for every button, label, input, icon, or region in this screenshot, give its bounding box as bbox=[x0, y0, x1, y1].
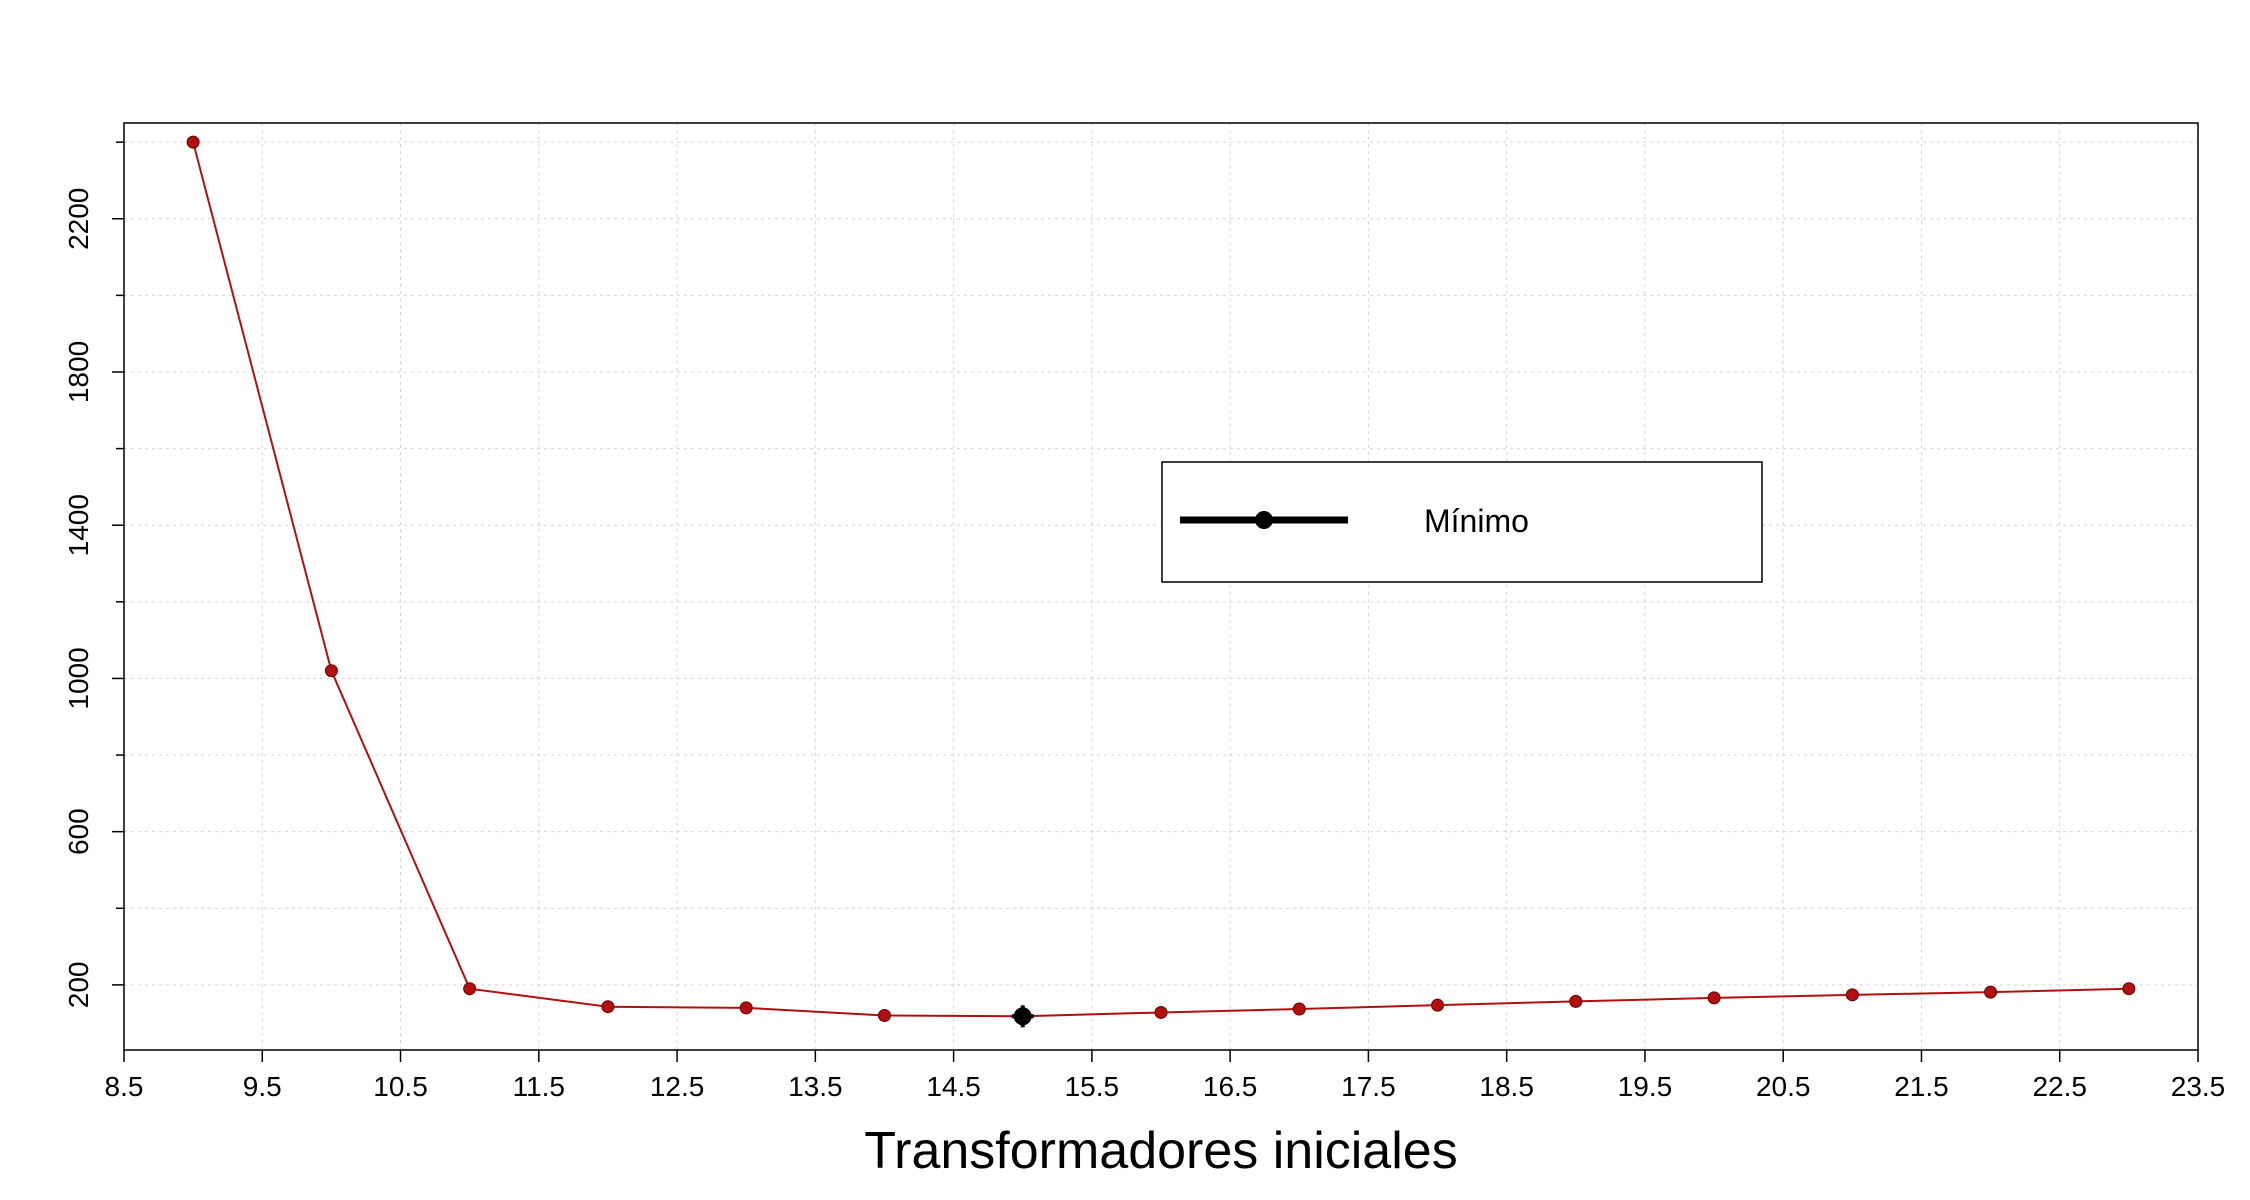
x-tick-label: 22.5 bbox=[2032, 1071, 2087, 1102]
series bbox=[186, 135, 2136, 1028]
y-tick-label: 1000 bbox=[63, 647, 94, 709]
legend: Mínimo bbox=[1161, 461, 1763, 583]
data-point bbox=[1845, 988, 1859, 1002]
x-axis-title: Transformadores iniciales bbox=[864, 1122, 1457, 1180]
x-tick-label: 17.5 bbox=[1341, 1071, 1396, 1102]
plot-frame bbox=[123, 122, 2199, 1051]
x-tick-label: 13.5 bbox=[788, 1071, 843, 1102]
y-tick-label: 1400 bbox=[63, 494, 94, 556]
data-point bbox=[1431, 998, 1445, 1012]
x-tick-label: 23.5 bbox=[2171, 1071, 2226, 1102]
y-tick-label: 600 bbox=[63, 808, 94, 855]
y-tick-label: 200 bbox=[63, 962, 94, 1009]
data-point bbox=[739, 1001, 753, 1015]
x-tick-label: 10.5 bbox=[373, 1071, 428, 1102]
data-point bbox=[1292, 1002, 1306, 1016]
x-tick-label: 16.5 bbox=[1203, 1071, 1258, 1102]
x-tick-label: 14.5 bbox=[926, 1071, 981, 1102]
data-point bbox=[2122, 982, 2136, 996]
data-point bbox=[601, 1000, 615, 1014]
data-point bbox=[1154, 1005, 1168, 1019]
data-point bbox=[463, 982, 477, 996]
x-tick-label: 15.5 bbox=[1065, 1071, 1120, 1102]
x-tick-label: 8.5 bbox=[105, 1071, 144, 1102]
x-tick-label: 9.5 bbox=[243, 1071, 282, 1102]
x-tick-label: 19.5 bbox=[1618, 1071, 1673, 1102]
axes: 8.5 9.5 10.5 11.5 12.5 13.5 14.5 15.5 16.5 17.5 18… bbox=[63, 141, 2226, 1102]
x-tick-label: 11.5 bbox=[513, 1071, 565, 1102]
data-point bbox=[1984, 985, 1998, 999]
y-tick-label: 2200 bbox=[63, 188, 94, 250]
x-tick-label: 12.5 bbox=[650, 1071, 705, 1102]
data-point bbox=[324, 664, 338, 678]
x-tick-label: 21.5 bbox=[1894, 1071, 1949, 1102]
y-tick-label: 1800 bbox=[63, 341, 94, 403]
series-line bbox=[192, 141, 2129, 1018]
data-point bbox=[1707, 991, 1721, 1005]
legend-label: Mínimo bbox=[1424, 503, 1529, 539]
data-point bbox=[186, 135, 200, 149]
legend-marker bbox=[1255, 511, 1273, 529]
grid bbox=[123, 123, 2199, 1050]
data-point bbox=[877, 1009, 891, 1023]
x-tick-label: 18.5 bbox=[1479, 1071, 1534, 1102]
data-point bbox=[1569, 994, 1583, 1008]
x-tick-label: 20.5 bbox=[1756, 1071, 1811, 1102]
